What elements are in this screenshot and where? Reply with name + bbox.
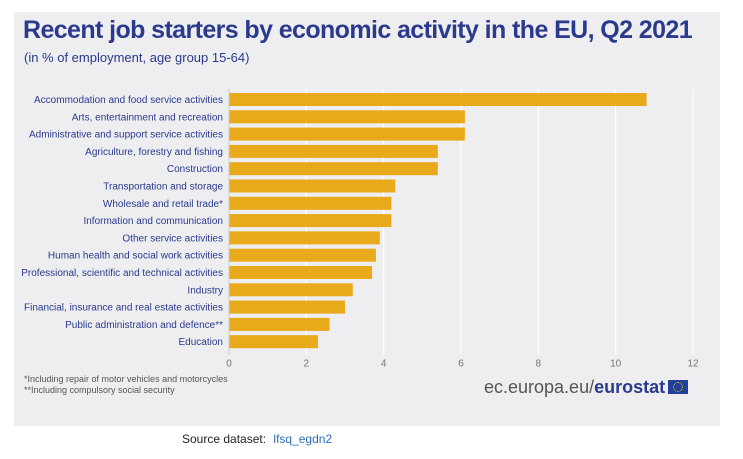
x-tick-label-0: 0 <box>226 359 232 370</box>
category-label-13: Public administration and defence** <box>65 320 223 331</box>
x-tick-label-4: 4 <box>381 359 387 370</box>
category-label-1: Arts, entertainment and recreation <box>72 112 223 123</box>
source-label: Source dataset: <box>182 432 267 446</box>
category-label-5: Transportation and storage <box>103 182 223 193</box>
bar-1 <box>229 110 465 124</box>
bar-12 <box>229 300 345 314</box>
bar-5 <box>229 179 396 193</box>
bar-8 <box>229 231 380 245</box>
eurostat-logo[interactable]: ec.europa.eu/eurostat <box>484 377 689 398</box>
bar-0 <box>229 93 647 106</box>
bar-3 <box>229 144 438 158</box>
footnotes: *Including repair of motor vehicles and … <box>24 374 228 396</box>
category-label-8: Other service activities <box>122 233 223 244</box>
category-label-3: Agriculture, forestry and fishing <box>85 147 223 158</box>
x-tick-label-10: 10 <box>610 359 622 370</box>
chart-subtitle: (in % of employment, age group 15-64) <box>24 50 250 65</box>
category-label-2: Administrative and support service activ… <box>29 130 223 141</box>
x-tick-label-2: 2 <box>304 359 310 370</box>
bar-13 <box>229 317 330 331</box>
source-line: Source dataset: lfsq_egdn2 <box>182 432 332 446</box>
eu-flag-icon <box>668 380 689 394</box>
category-label-0: Accommodation and food service activitie… <box>34 95 223 106</box>
bar-14 <box>229 335 318 349</box>
bar-7 <box>229 214 392 228</box>
category-label-7: Information and communication <box>83 216 223 227</box>
source-dataset-link[interactable]: lfsq_egdn2 <box>273 432 333 446</box>
category-label-10: Professional, scientific and technical a… <box>21 268 223 279</box>
category-label-6: Wholesale and retail trade* <box>103 199 223 210</box>
chart-title: Recent job starters by economic activity… <box>23 16 693 44</box>
footnote-2: **Including compulsory social security <box>24 385 175 395</box>
footnote-1: *Including repair of motor vehicles and … <box>24 374 228 384</box>
bar-9 <box>229 248 376 262</box>
bar-6 <box>229 196 392 210</box>
brand-prefix: ec.europa.eu/ <box>484 377 595 397</box>
category-label-14: Education <box>179 337 223 348</box>
category-label-4: Construction <box>167 164 223 175</box>
x-tick-label-8: 8 <box>536 359 542 370</box>
category-label-11: Industry <box>187 285 223 296</box>
bar-4 <box>229 162 438 176</box>
bar-2 <box>229 127 465 141</box>
category-label-12: Financial, insurance and real estate act… <box>24 303 223 314</box>
bar-11 <box>229 283 353 297</box>
x-tick-label-12: 12 <box>687 359 699 370</box>
brand-name: eurostat <box>594 377 666 397</box>
bar-10 <box>229 266 373 279</box>
category-label-9: Human health and social work activities <box>48 251 223 262</box>
x-tick-label-6: 6 <box>458 359 464 370</box>
